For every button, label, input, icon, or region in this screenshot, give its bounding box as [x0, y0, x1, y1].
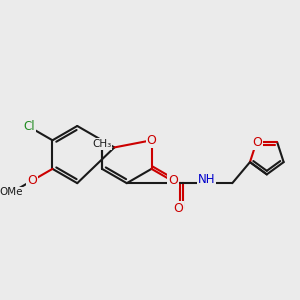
Text: O: O: [174, 202, 184, 215]
Text: O: O: [147, 134, 157, 147]
Text: OMe: OMe: [0, 188, 23, 197]
Text: O: O: [27, 174, 37, 187]
Text: O: O: [253, 136, 262, 149]
Text: CH₃: CH₃: [92, 139, 112, 149]
Text: O: O: [168, 174, 178, 188]
Text: Cl: Cl: [23, 120, 35, 133]
Text: NH: NH: [198, 173, 215, 186]
